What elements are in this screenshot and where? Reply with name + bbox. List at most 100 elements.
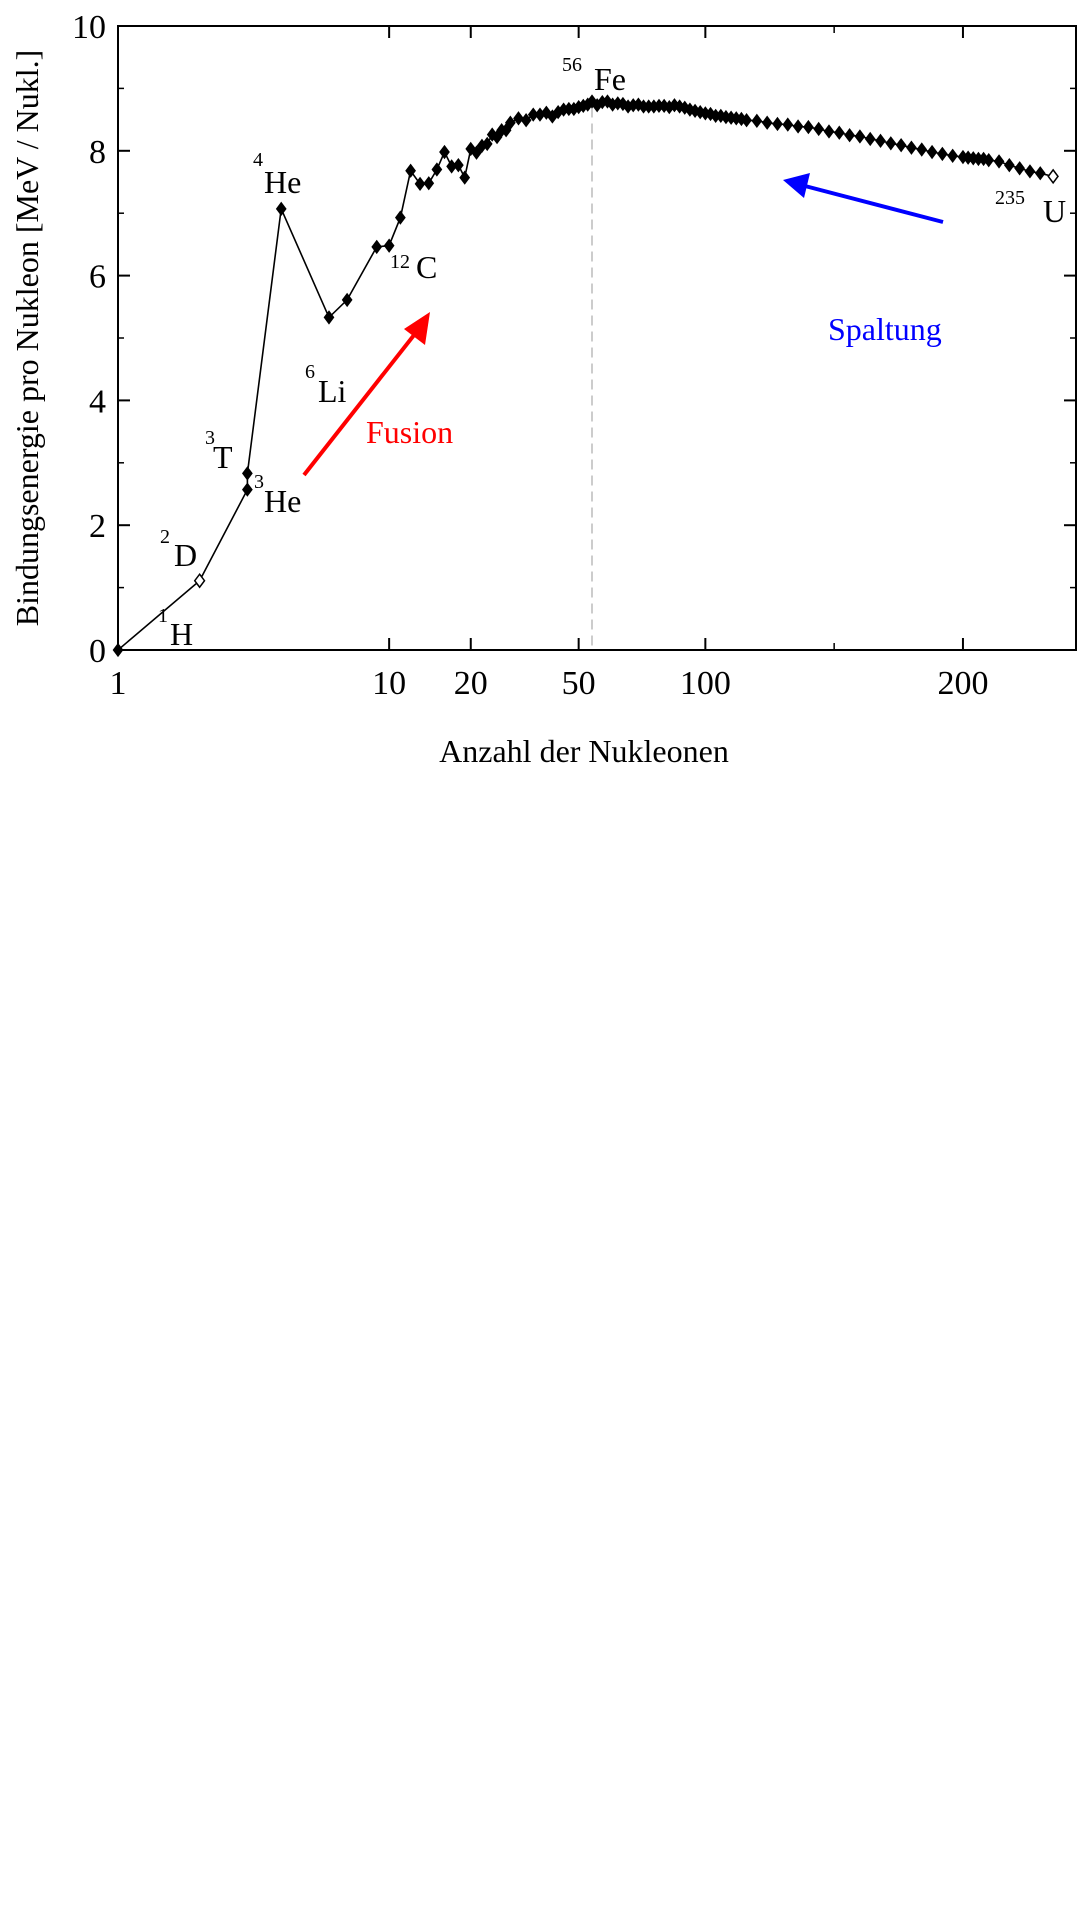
data-point [782,117,794,132]
data-point [471,145,482,160]
data-point [423,176,435,191]
data-point [275,201,287,216]
y-tick-label: 4 [89,383,106,420]
data-point [459,170,471,185]
data-point [341,292,353,308]
annotation-sup: 235 [995,187,1025,209]
x-tick-label: 100 [680,665,731,702]
data-point [383,238,395,253]
data-point [741,113,752,128]
data-point [751,113,763,129]
annotation-sup: 2 [160,526,170,548]
annotation-label: Fe [594,61,626,97]
data-point [414,176,426,192]
binding-energy-chart: 0 2 4 6 8 10 1 10 20 50 100 200 Anzahl der Nukleone… [0,0,1080,800]
data-point-open [193,572,206,589]
x-axis-title: Anzahl der Nukleonen [439,733,729,769]
data-point [405,163,416,178]
data-point [761,115,773,130]
data-point [844,128,855,143]
data-point [823,124,835,139]
data-point [513,111,524,126]
data-point [323,310,335,325]
annotation-d2: 2 D [160,526,197,573]
annotation-label: He [264,483,301,519]
annotation-label: D [174,537,197,573]
data-point [1024,164,1036,179]
annotation-u235: 235 U [995,187,1066,229]
annotation-fe56: 56 Fe [562,54,626,97]
data-point [983,152,995,168]
x-tick-label: 20 [454,665,488,702]
annotation-label: U [1043,193,1066,229]
data-point [241,466,253,481]
chart-svg: 0 2 4 6 8 10 1 10 20 50 100 200 Anzahl der Nukleone… [9,9,1077,769]
annotation-he3: 3 He [254,471,301,519]
data-point [452,157,464,173]
annotation-t3: 3 T [205,427,233,475]
data-point [371,239,383,255]
annotation-c12: 12 C [390,249,437,285]
data-point [875,133,886,148]
annotation-he4: 4 He [253,149,301,200]
data-point [864,131,876,147]
y-tick-label: 8 [89,134,106,171]
x-tick-label: 200 [937,665,988,702]
data-point-open [1047,168,1059,185]
data-point [431,162,443,177]
y-axis-title: Bindungsenergie pro Nukleon [MeV / Nukl.… [9,50,45,627]
data-point [895,138,907,153]
data-point [803,119,814,135]
x-tick-label: 1 [110,665,127,702]
fusion-label: Fusion [366,414,453,450]
data-point [936,146,948,162]
series-line [117,100,1054,651]
data-point [813,121,825,137]
annotation-sup: 3 [254,471,264,493]
annotation-label: He [264,164,301,200]
annotation-sup: 12 [390,251,410,273]
annotation-h1: 1 H [158,605,193,652]
y-tick-label: 6 [89,259,106,296]
annotation-sup: 4 [253,149,263,171]
annotation-label: Li [318,373,347,409]
data-point [885,136,897,151]
annotation-label: T [213,439,233,475]
spaltung-arrow-head [783,173,810,198]
data-point [947,148,959,163]
data-point [906,140,917,155]
annotation-label: C [416,249,437,285]
data-point [439,144,450,160]
data-point [481,136,493,152]
spaltung-label: Spaltung [828,311,942,347]
fusion-arrow-shaft [302,328,420,477]
annotation-sup: 6 [305,361,315,383]
data-point [916,142,928,157]
data-point [1034,166,1046,181]
data-point [833,125,845,140]
data-point [394,210,406,225]
y-tick-label: 10 [72,9,106,46]
fusion-arrow [302,312,430,477]
annotation-sup: 1 [158,605,168,627]
annotation-label: H [170,616,193,652]
data-point [772,116,783,132]
data-point [505,115,516,130]
plot-frame [117,25,1077,651]
annotation-sup: 56 [562,54,582,76]
fusion-arrow-head [404,312,430,345]
y-tick-label: 2 [89,508,106,545]
data-point [854,129,866,144]
y-tick-label: 0 [89,633,106,670]
data-point [1014,161,1026,176]
data-point [926,144,938,160]
spaltung-arrow-shaft [804,184,944,224]
data-point [993,154,1005,169]
x-tick-label: 50 [562,665,596,702]
data-point [1003,157,1015,173]
data-point [241,482,253,497]
annotation-li6: 6 Li [305,361,347,409]
data-point [520,113,532,128]
x-tick-label: 10 [372,665,406,702]
data-point [792,119,804,134]
